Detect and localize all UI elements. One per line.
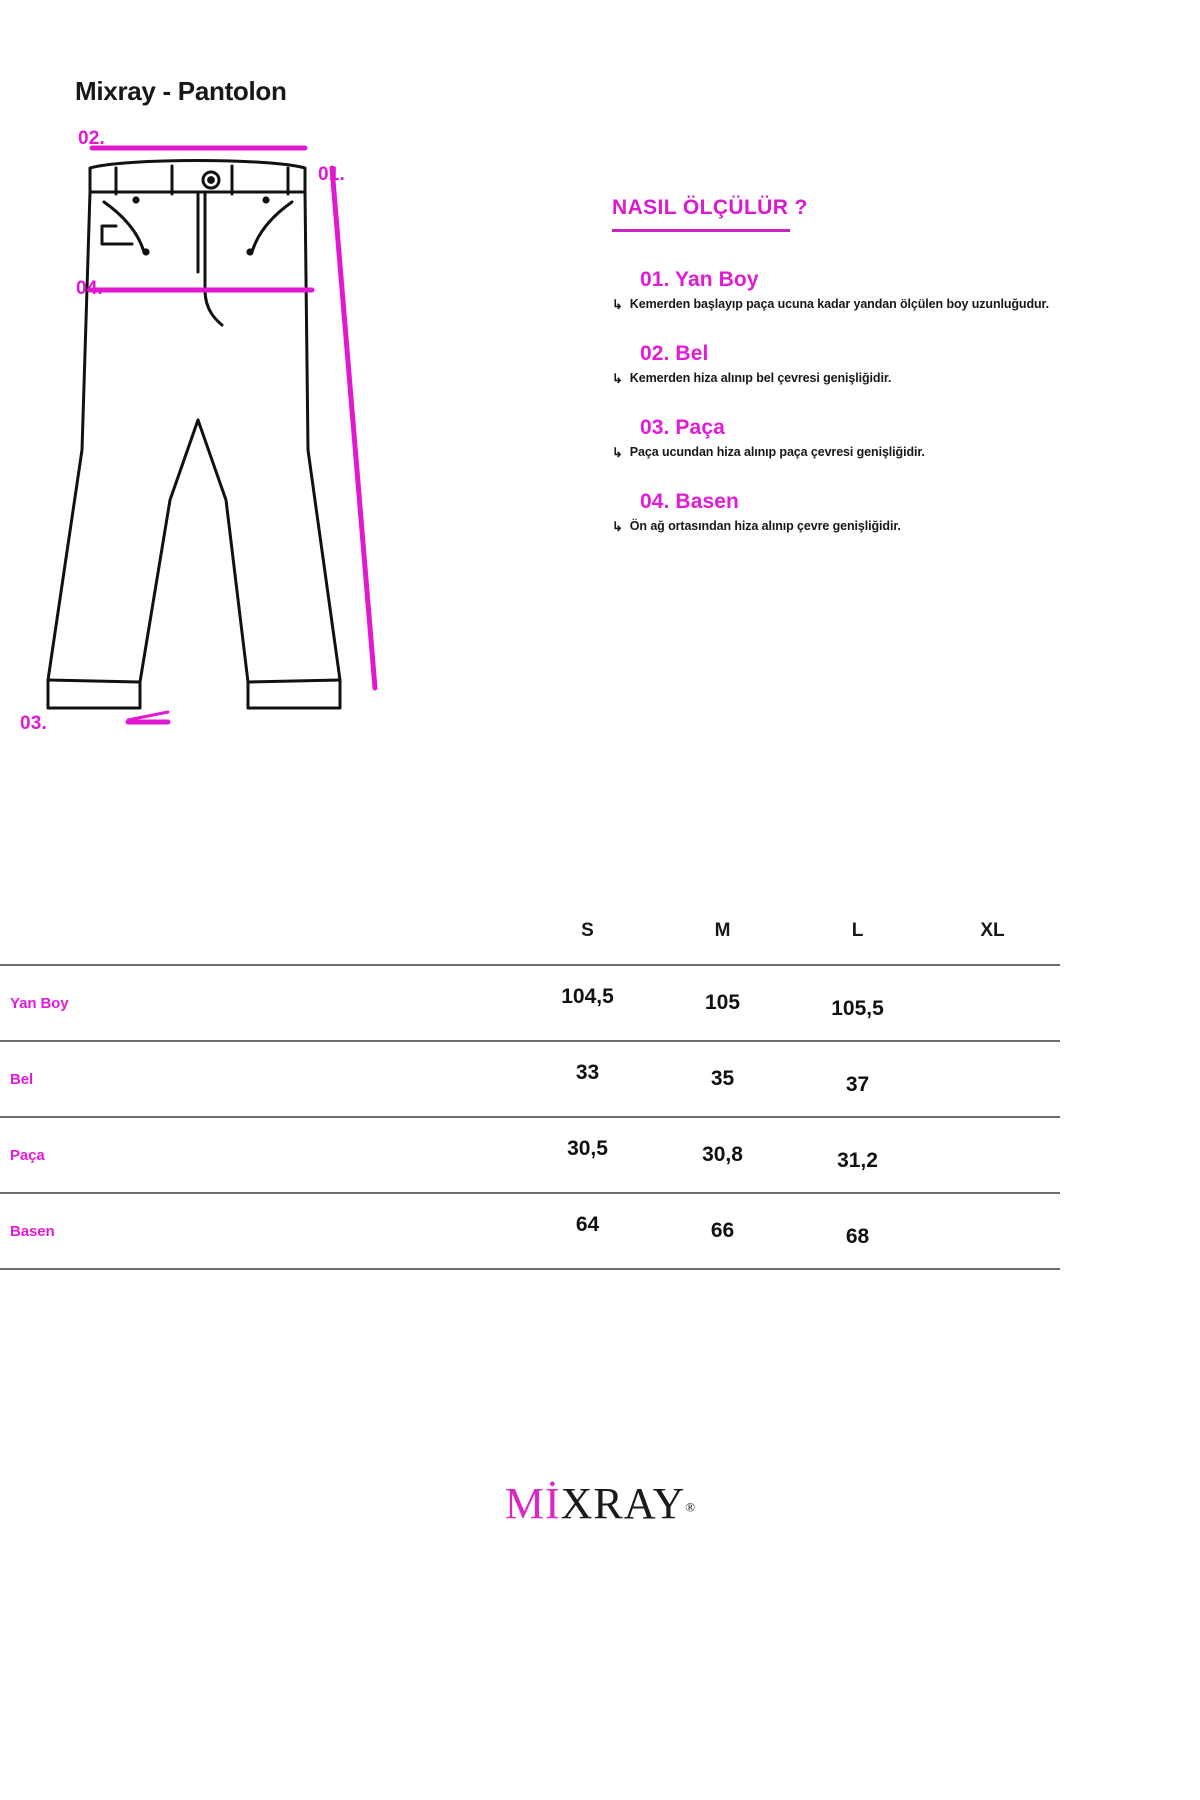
size-table-header: S M L XL — [0, 920, 1060, 965]
arrow-right-down-icon: ↳ — [612, 445, 623, 460]
size-column-header-xl: XL — [980, 920, 1005, 941]
registered-trademark-icon: ® — [685, 1499, 696, 1515]
table-header-row: S M L XL — [0, 920, 1060, 965]
cell-basen-xl — [925, 1193, 1060, 1269]
measurement-item-basen: 04. Basen ↳ Ön ağ ortasından hiza alınıp… — [612, 490, 1082, 533]
how-to-measure-heading: NASIL ÖLÇÜLÜR ? — [612, 196, 808, 219]
table-row: Paça 30,5 30,8 31,2 — [0, 1117, 1060, 1193]
size-column-header-s: S — [581, 920, 594, 941]
measurement-list: 01. Yan Boy ↳ Kemerden başlayıp paça ucu… — [612, 268, 1082, 533]
arrow-right-down-icon: ↳ — [612, 519, 623, 534]
row-label-basen: Basen — [10, 1222, 55, 1240]
size-column-header-m: M — [714, 920, 731, 941]
arrow-right-down-icon: ↳ — [612, 371, 623, 386]
cell-bel-m: 35 — [710, 1067, 735, 1090]
cell-bel-l: 37 — [845, 1073, 870, 1096]
table-row: Bel 33 35 37 — [0, 1041, 1060, 1117]
brand-logo: MİXRAY® — [0, 1478, 1200, 1529]
how-to-measure-panel: NASIL ÖLÇÜLÜR ? 01. Yan Boy ↳ Kemerden b… — [612, 196, 1082, 564]
row-label-yan-boy: Yan Boy — [10, 994, 69, 1012]
callout-label-03: 03. — [20, 713, 48, 734]
measurement-description: Kemerden başlayıp paça ucuna kadar yanda… — [629, 297, 1049, 311]
cell-paca-s: 30,5 — [567, 1137, 608, 1160]
cell-paca-l: 31,2 — [837, 1149, 878, 1172]
cell-bel-xl — [925, 1041, 1060, 1117]
measurement-description: Paça ucundan hiza alınıp paça çevresi ge… — [629, 445, 925, 459]
measurement-item-paca: 03. Paça ↳ Paça ucundan hiza alınıp paça… — [612, 416, 1082, 459]
callout-label-04: 04. — [76, 278, 104, 299]
cell-yan-boy-l: 105,5 — [831, 997, 884, 1020]
measurement-description-row: ↳ Ön ağ ortasından hiza alınıp çevre gen… — [612, 519, 1082, 533]
measurement-item-yan-boy: 01. Yan Boy ↳ Kemerden başlayıp paça ucu… — [612, 268, 1082, 311]
measurement-description: Kemerden hiza alınıp bel çevresi genişli… — [629, 371, 892, 385]
cell-basen-s: 64 — [575, 1213, 600, 1236]
trousers-illustration — [20, 120, 450, 760]
measurement-heading: 03. Paça — [640, 416, 725, 439]
guide-line-03-connector — [126, 710, 170, 722]
size-column-header-l: L — [851, 920, 864, 941]
arrow-right-down-icon: ↳ — [612, 297, 623, 312]
measurement-description-row: ↳ Kemerden başlayıp paça ucuna kadar yan… — [612, 297, 1082, 311]
row-label-bel: Bel — [10, 1070, 34, 1088]
cell-basen-l: 68 — [845, 1225, 870, 1248]
logo-text-primary: Mİ — [504, 1479, 561, 1528]
cell-paca-xl — [925, 1117, 1060, 1193]
heading-underline — [612, 229, 790, 232]
measurement-item-bel: 02. Bel ↳ Kemerden hiza alınıp bel çevre… — [612, 342, 1082, 385]
measurement-description: Ön ağ ortasından hiza alınıp çevre geniş… — [629, 519, 901, 533]
guide-line-01 — [329, 165, 378, 691]
measurement-heading: 02. Bel — [640, 342, 709, 365]
callout-label-02: 02. — [78, 128, 106, 149]
row-label-paca: Paça — [10, 1146, 45, 1164]
table-row: Basen 64 66 68 — [0, 1193, 1060, 1269]
table-row: Yan Boy 104,5 105 105,5 — [0, 965, 1060, 1041]
callout-label-01: 01. — [318, 164, 346, 185]
page-title: Mixray - Pantolon — [75, 76, 287, 106]
cell-basen-m: 66 — [710, 1219, 735, 1242]
measurement-column-header — [0, 920, 520, 965]
size-table-container: S M L XL Yan Boy 104,5 105 105,5 Bel 33 — [0, 920, 1060, 1270]
size-table: S M L XL Yan Boy 104,5 105 105,5 Bel 33 — [0, 920, 1060, 1270]
cell-yan-boy-xl — [925, 965, 1060, 1041]
cell-bel-s: 33 — [575, 1061, 600, 1084]
size-table-body: Yan Boy 104,5 105 105,5 Bel 33 35 37 Paç… — [0, 965, 1060, 1269]
measurement-heading: 04. Basen — [640, 490, 739, 513]
cell-yan-boy-s: 104,5 — [561, 985, 614, 1008]
measurement-description-row: ↳ Paça ucundan hiza alınıp paça çevresi … — [612, 445, 1082, 459]
measurement-description-row: ↳ Kemerden hiza alınıp bel çevresi geniş… — [612, 371, 1082, 385]
measurement-heading: 01. Yan Boy — [640, 268, 759, 291]
logo-text-secondary: XRAY — [560, 1479, 686, 1528]
cell-yan-boy-m: 105 — [704, 991, 741, 1014]
cell-paca-m: 30,8 — [702, 1143, 743, 1166]
